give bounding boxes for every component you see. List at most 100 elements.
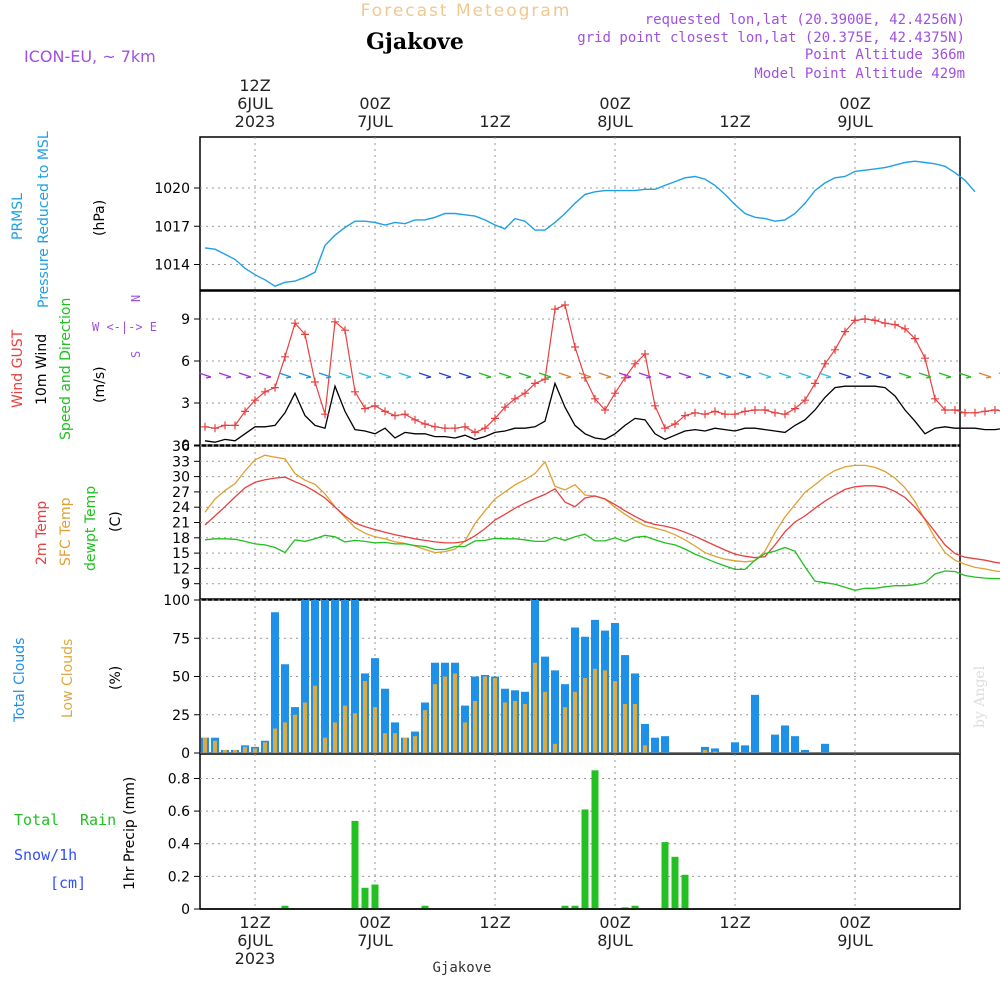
total-cloud-bar bbox=[771, 734, 779, 753]
wind-gust-marker bbox=[751, 406, 759, 414]
temp-dewpoint-line bbox=[204, 533, 1000, 591]
wind-direction-arrow bbox=[578, 372, 592, 379]
wind-direction-arrow bbox=[458, 372, 472, 379]
temperature-ytick-label: 9 bbox=[181, 577, 190, 593]
precip-bar bbox=[631, 905, 639, 909]
time-label-bottom: 00Z bbox=[359, 913, 390, 932]
pressure-label-2: Pressure Reduced to MSL bbox=[36, 131, 52, 308]
total-cloud-bar bbox=[311, 600, 319, 753]
precip-bar bbox=[571, 905, 579, 909]
precip-cm-label: [cm] bbox=[50, 874, 86, 892]
low-cloud-bar bbox=[413, 736, 417, 753]
low-cloud-bar bbox=[593, 668, 597, 753]
wind-gust-marker bbox=[421, 420, 429, 428]
time-label-bottom: 6JUL bbox=[237, 931, 273, 950]
wind-unit: (m/s) bbox=[92, 366, 108, 403]
time-label-top: 12Z bbox=[239, 76, 270, 95]
wind-direction-arrow bbox=[598, 372, 612, 379]
wind-gust-marker bbox=[491, 414, 499, 423]
wind-direction-arrow bbox=[938, 372, 952, 379]
low-cloud-bar bbox=[543, 691, 547, 753]
low-cloud-bar bbox=[603, 670, 607, 753]
wind-gust-marker bbox=[571, 343, 579, 351]
wind-gust-marker bbox=[901, 324, 909, 333]
temperature-ytick-label: 21 bbox=[172, 516, 190, 532]
wind-direction-arrow bbox=[418, 372, 432, 379]
watermark: by Angel bbox=[972, 665, 988, 728]
wind-gust-marker bbox=[891, 320, 899, 329]
wind-direction-arrow bbox=[558, 372, 572, 379]
wind-direction-arrow bbox=[498, 372, 512, 379]
total-cloud-bar bbox=[551, 670, 559, 753]
wind-gust-marker bbox=[391, 411, 399, 420]
precip-bar bbox=[581, 809, 589, 909]
wind-direction-arrow bbox=[758, 372, 772, 379]
temperature-ytick-label: 27 bbox=[172, 485, 190, 501]
wind-gust-marker bbox=[521, 389, 529, 398]
wind-gust-marker bbox=[811, 379, 819, 388]
wind-gust-marker bbox=[761, 406, 769, 414]
low-cloud-bar bbox=[363, 681, 367, 753]
precip-ytick-label: 0 bbox=[181, 902, 190, 918]
wind-gust-marker bbox=[261, 387, 269, 396]
precip-unit: 1hr Precip (mm) bbox=[122, 777, 138, 890]
time-label-top: 00Z bbox=[599, 94, 630, 113]
temp-2m-label: 2m Temp bbox=[34, 501, 50, 565]
low-cloud-bar bbox=[443, 676, 447, 753]
wind-direction-arrow bbox=[238, 372, 252, 379]
temperature-ytick-label: 15 bbox=[172, 546, 190, 562]
low-cloud-bar bbox=[493, 678, 497, 753]
time-label-bottom: 8JUL bbox=[597, 931, 633, 950]
wind-gust-marker bbox=[251, 396, 259, 405]
low-cloud-bar bbox=[203, 737, 207, 753]
wind-direction-arrow bbox=[538, 372, 552, 379]
precip-bar bbox=[361, 887, 369, 909]
total-cloud-bar bbox=[341, 600, 349, 753]
model-altitude: Model Point Altitude 429m bbox=[754, 66, 965, 82]
low-cloud-bar bbox=[713, 751, 717, 753]
pressure-unit: (hPa) bbox=[92, 200, 108, 236]
wind-direction-arrow bbox=[658, 372, 672, 379]
wind-direction-arrow bbox=[258, 372, 272, 379]
wind-direction-arrow bbox=[958, 372, 972, 379]
precip-snow-label: Snow/1h bbox=[14, 846, 77, 864]
low-cloud-bar bbox=[323, 737, 327, 753]
low-cloud-bar bbox=[523, 704, 527, 753]
precip-bar bbox=[681, 874, 689, 909]
precip-bar bbox=[661, 842, 669, 909]
wind-direction-arrow bbox=[318, 372, 332, 379]
low-cloud-bar bbox=[373, 707, 377, 753]
wind-ytick-label: 6 bbox=[181, 354, 190, 370]
wind-gust-marker bbox=[951, 406, 959, 414]
low-cloud-bar bbox=[483, 676, 487, 753]
total-cloud-bar bbox=[651, 737, 659, 753]
low-cloud-bar bbox=[253, 748, 257, 753]
total-cloud-bar bbox=[381, 688, 389, 753]
low-clouds-label: Low Clouds bbox=[60, 639, 76, 718]
wind-gust-marker bbox=[821, 359, 829, 368]
low-cloud-bar bbox=[503, 702, 507, 753]
clouds-ytick-label: 25 bbox=[172, 708, 190, 724]
wind-gust-marker bbox=[831, 345, 839, 354]
low-cloud-bar bbox=[473, 700, 477, 753]
low-cloud-bar bbox=[433, 684, 437, 753]
compass-n: N bbox=[129, 295, 143, 302]
wind-direction-arrow bbox=[918, 372, 932, 379]
wind-gust-marker bbox=[851, 316, 859, 325]
precip-frame bbox=[199, 753, 961, 910]
wind-gust-marker bbox=[711, 407, 719, 416]
wind-gust-marker bbox=[541, 375, 549, 384]
precip-bar bbox=[371, 884, 379, 909]
wind-gust-marker bbox=[341, 326, 349, 335]
low-cloud-bar bbox=[343, 705, 347, 753]
wind-gust-marker bbox=[691, 408, 699, 417]
wind-gust-marker bbox=[911, 334, 919, 343]
low-cloud-bar bbox=[393, 733, 397, 753]
wind-gust-marker bbox=[471, 428, 479, 437]
compass-we: W <-|-> E bbox=[92, 320, 157, 334]
wind-gust-marker bbox=[311, 378, 319, 386]
time-label-bottom: 00Z bbox=[599, 913, 630, 932]
wind-gust-marker bbox=[201, 422, 209, 431]
low-cloud-bar bbox=[623, 704, 627, 753]
